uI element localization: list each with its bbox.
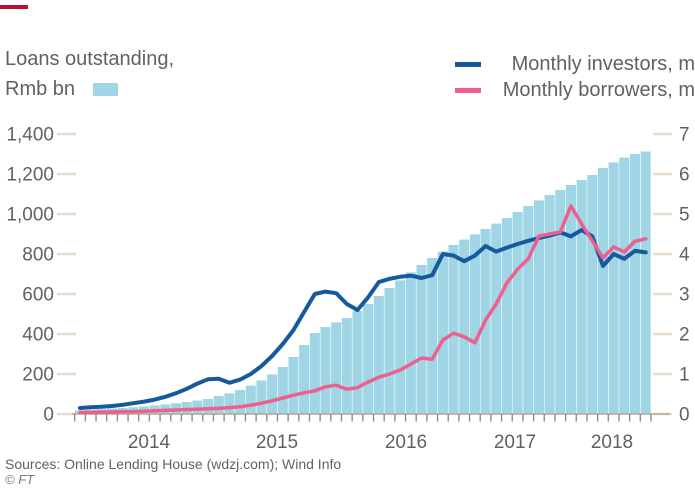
y-axis-label-right: 5 (679, 205, 690, 226)
x-axis-year-label: 2018 (591, 432, 633, 453)
loans-column (512, 212, 523, 414)
x-axis-year-label: 2014 (128, 432, 171, 453)
loans-column (331, 322, 342, 414)
loans-column (576, 180, 587, 414)
loans-column (544, 195, 555, 414)
loans-column (395, 280, 406, 414)
loans-column (341, 318, 352, 414)
y-axis-label-left: 0 (43, 405, 54, 426)
area-legend-swatch (93, 83, 119, 96)
loans-column (469, 234, 480, 414)
loans-column (491, 223, 502, 414)
borrowers-legend-label: Monthly borrowers, m (502, 78, 695, 101)
loans-column (213, 396, 224, 414)
loans-column (459, 239, 470, 414)
legend-row-investors: Monthly investors, m (455, 51, 695, 77)
loans-column (299, 345, 310, 414)
loans-column (533, 200, 544, 414)
loans-column (267, 374, 278, 414)
investors-legend-label: Monthly investors, m (511, 52, 695, 75)
borrowers-line (78, 204, 648, 415)
loans-column (619, 157, 630, 414)
borrowers-line-swatch (455, 87, 481, 93)
loans-column (597, 168, 608, 414)
line-legend: Monthly investors, m Monthly borrowers, … (455, 51, 695, 103)
x-axis-year-label: 2017 (494, 432, 536, 453)
area-title-line2: Rmb bn (5, 74, 174, 104)
ft-accent-rule (0, 5, 28, 9)
loans-column (501, 218, 512, 414)
loans-column (523, 206, 534, 414)
area-title-line1: Loans outstanding, (5, 48, 175, 70)
y-axis-label-left: 1,400 (6, 125, 54, 146)
investors-line-swatch (455, 61, 481, 67)
x-axis-year-label: 2016 (385, 432, 427, 453)
loans-column (405, 272, 416, 414)
y-axis-label-left: 400 (22, 325, 54, 346)
y-axis-label-right: 7 (679, 125, 690, 146)
loans-column (352, 311, 363, 414)
y-axis-label-left: 1,000 (6, 205, 54, 226)
loans-column (245, 385, 256, 414)
loans-column (192, 400, 203, 414)
area-series-title: Loans outstanding, Rmb bn (5, 44, 174, 104)
y-axis-label-left: 200 (22, 365, 54, 386)
x-axis-year-label: 2015 (256, 432, 298, 453)
loans-column (203, 399, 214, 414)
legend-row-borrowers: Monthly borrowers, m (455, 77, 695, 103)
loans-column (224, 393, 235, 414)
y-axis-label-right: 6 (679, 165, 690, 186)
loans-column (235, 390, 246, 414)
loans-column (448, 245, 459, 414)
y-axis-label-right: 2 (679, 325, 690, 346)
y-axis-label-right: 3 (679, 285, 690, 306)
loans-column (277, 367, 288, 414)
loans-column (416, 265, 427, 414)
loans-column (384, 288, 395, 414)
loans-column (288, 357, 299, 414)
y-axis-label-left: 600 (22, 285, 54, 306)
loans-column (256, 380, 267, 414)
y-axis-label-left: 800 (22, 245, 54, 266)
loans-column (427, 258, 438, 414)
loans-column (565, 185, 576, 414)
loans-column (629, 154, 641, 414)
y-axis-label-right: 1 (679, 365, 690, 386)
loans-column (309, 333, 320, 414)
loans-column (373, 296, 384, 414)
loans-column (437, 251, 448, 414)
loans-column (555, 190, 566, 414)
y-axis-label-right: 0 (679, 405, 690, 426)
source-line: Sources: Online Lending House (wdzj.com)… (5, 456, 342, 472)
loans-column (320, 327, 331, 414)
y-axis-label-right: 4 (679, 245, 690, 266)
ft-copyright: © FT (5, 472, 35, 487)
loans-column (608, 162, 619, 414)
loans-column (363, 304, 374, 414)
loans-column (640, 151, 651, 414)
loans-column (587, 175, 598, 414)
y-axis-label-left: 1,200 (6, 165, 54, 186)
